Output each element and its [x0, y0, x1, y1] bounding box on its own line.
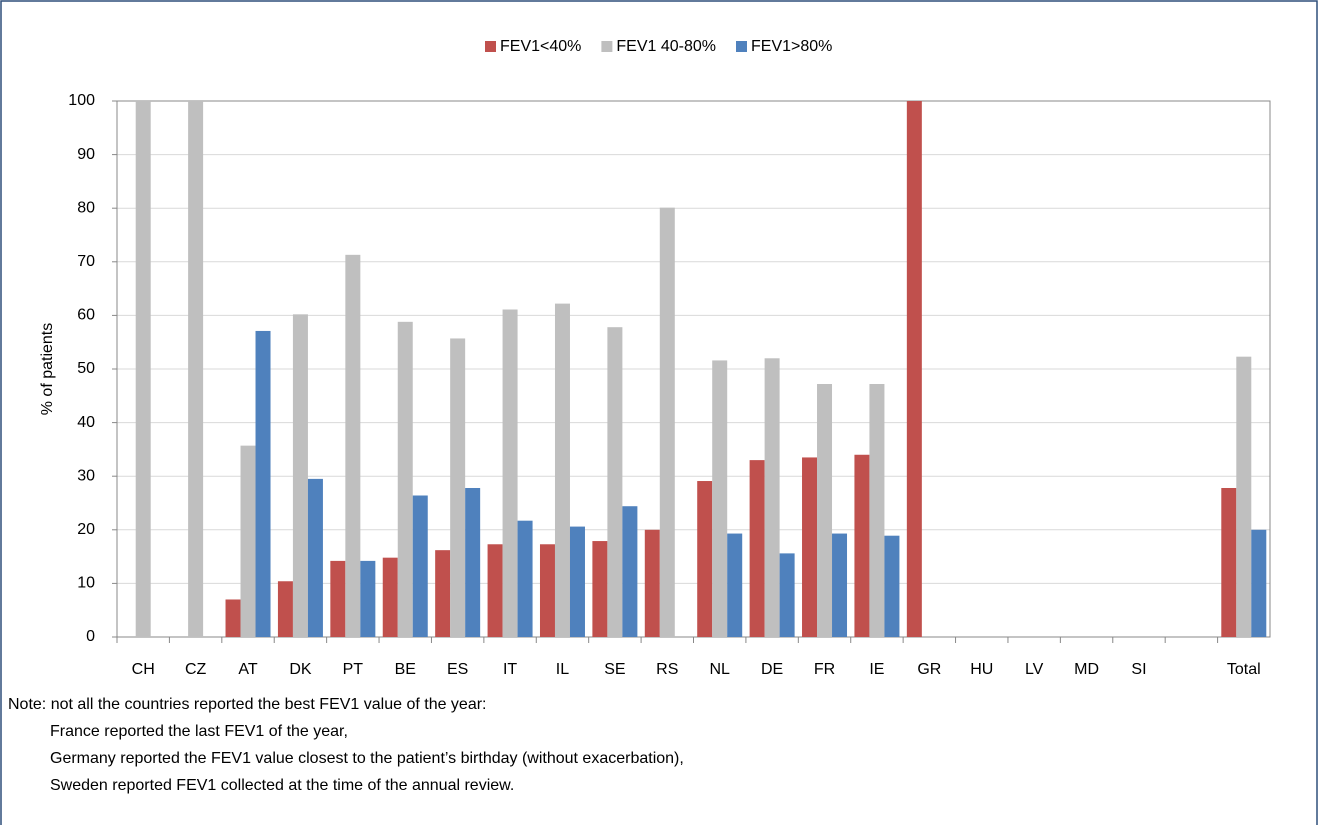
note: Germany reported the FEV1 value closest … — [50, 750, 684, 767]
legend-swatch — [485, 41, 496, 52]
bar — [712, 360, 728, 637]
note: Note: not all the countries reported the… — [8, 696, 487, 713]
bar — [697, 481, 713, 637]
bar — [1251, 529, 1267, 637]
bar — [884, 535, 900, 637]
bar — [345, 254, 361, 637]
y-tick-label: 10 — [77, 575, 95, 592]
bar — [779, 553, 795, 637]
bar — [659, 207, 675, 637]
x-tick-label: Total — [1227, 661, 1261, 678]
bar — [450, 338, 466, 637]
bar — [764, 358, 780, 637]
bar — [869, 384, 885, 637]
bar — [592, 541, 608, 637]
x-tick-label: DK — [289, 661, 312, 678]
x-tick-label: CH — [132, 661, 155, 678]
bar — [502, 309, 518, 637]
y-axis-label: % of patients — [39, 323, 56, 416]
x-tick-label: BE — [395, 661, 416, 678]
bar — [802, 457, 818, 637]
x-tick-label: NL — [709, 661, 730, 678]
x-tick-label: SE — [604, 661, 625, 678]
x-tick-label: PT — [343, 661, 364, 678]
x-tick-label: FR — [814, 661, 835, 678]
bar — [382, 557, 398, 637]
bar — [465, 487, 481, 637]
x-tick-label: HU — [970, 661, 993, 678]
bar — [412, 495, 428, 637]
bar — [1236, 356, 1252, 637]
x-tick-label: DE — [761, 661, 783, 678]
bar — [832, 533, 848, 637]
bar — [727, 533, 743, 637]
x-tick-label: CZ — [185, 661, 207, 678]
y-tick-label: 70 — [77, 253, 95, 270]
bar — [906, 101, 922, 637]
bar — [539, 544, 555, 637]
y-tick-label: 80 — [77, 199, 95, 216]
legend-swatch — [601, 41, 613, 52]
bar — [135, 101, 151, 637]
bar — [188, 101, 204, 637]
x-tick-label: ES — [447, 661, 468, 678]
x-tick-label: IL — [556, 661, 569, 678]
bar — [225, 599, 241, 637]
bar — [1221, 487, 1237, 637]
legend-label: FEV1>80% — [751, 38, 832, 55]
legend-swatch — [736, 41, 747, 52]
bar — [644, 529, 660, 637]
bar — [292, 314, 308, 637]
bar — [277, 581, 293, 637]
x-tick-label: IE — [869, 661, 884, 678]
x-tick-label: AT — [238, 661, 257, 678]
bar — [330, 560, 346, 637]
bar — [622, 506, 638, 637]
x-tick-label: IT — [503, 661, 517, 678]
bar — [487, 544, 503, 637]
bar — [240, 445, 256, 637]
note: Sweden reported FEV1 collected at the ti… — [50, 777, 514, 794]
y-tick-label: 90 — [77, 146, 95, 163]
bar — [360, 560, 376, 637]
bar — [517, 520, 533, 637]
x-tick-label: SI — [1131, 661, 1146, 678]
bar — [569, 526, 585, 637]
y-tick-label: 100 — [68, 92, 95, 109]
bar — [435, 550, 451, 637]
y-tick-label: 30 — [77, 467, 95, 484]
note: France reported the last FEV1 of the yea… — [50, 723, 348, 740]
bar — [307, 478, 323, 637]
x-tick-label: GR — [917, 661, 941, 678]
bar — [854, 454, 870, 637]
y-tick-label: 40 — [77, 414, 95, 431]
bar — [397, 321, 413, 637]
legend-label: FEV1 40-80% — [616, 38, 716, 55]
y-tick-label: 20 — [77, 521, 95, 538]
bar — [817, 384, 833, 637]
y-tick-label: 50 — [77, 360, 95, 377]
bar — [554, 303, 570, 637]
y-tick-label: 0 — [86, 628, 95, 645]
legend-label: FEV1<40% — [500, 38, 581, 55]
bar — [255, 330, 271, 637]
x-tick-label: MD — [1074, 661, 1099, 678]
y-tick-label: 60 — [77, 307, 95, 324]
bar — [749, 460, 765, 637]
x-tick-label: LV — [1025, 661, 1044, 678]
bar — [607, 327, 623, 637]
x-tick-label: RS — [656, 661, 678, 678]
